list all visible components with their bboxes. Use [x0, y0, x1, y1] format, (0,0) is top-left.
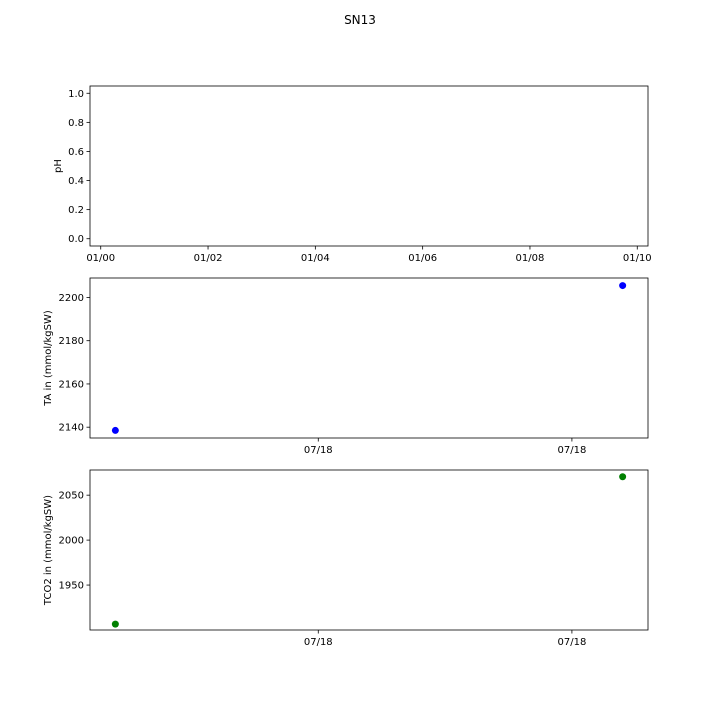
ph-panel: 01/00 01/02 01/04 01/06 01/08 01/10 0.0 0.2 0.4 0… — [53, 85, 652, 264]
ta-axes-frame — [89, 277, 649, 439]
tco2-x-tick-label: 07/18 — [557, 637, 586, 648]
tco2-y-tick-label: 1950 — [59, 581, 84, 592]
ta-y-axis-label: TA in (mmol/kgSW) — [43, 310, 54, 407]
tco2-y-axis-label: TCO2 in (mmol/kgSW) — [43, 495, 54, 606]
ta-data-point — [619, 282, 627, 290]
ta-data-point — [111, 426, 119, 434]
ta-y-tick-label: 2160 — [59, 379, 84, 390]
tco2-data-point — [111, 620, 119, 628]
ph-x-tick-label: 01/08 — [516, 253, 545, 264]
ta-y-tick-label: 2180 — [59, 336, 84, 347]
ph-x-tick-label: 01/04 — [301, 253, 330, 264]
ph-axes-frame — [89, 85, 649, 247]
tco2-y-tick-label: 2050 — [59, 491, 84, 502]
ta-panel: 07/18 07/18 2140 2160 2180 2200 TA in (mmol/kg… — [43, 277, 649, 456]
ph-x-tick-label: 01/06 — [408, 253, 437, 264]
ph-y-axis-label: pH — [53, 159, 64, 173]
ph-x-tick-label: 01/02 — [194, 253, 223, 264]
tco2-axes-frame — [89, 469, 649, 631]
ta-y-tick-label: 2140 — [59, 423, 84, 434]
subplots: 01/00 01/02 01/04 01/06 01/08 01/10 0.0 0.2 0.4 0… — [43, 85, 652, 648]
tco2-y-tick-label: 2000 — [59, 536, 84, 547]
ph-y-tick-label: 0.2 — [68, 205, 84, 216]
ph-y-tick-label: 0.6 — [68, 147, 84, 158]
ta-x-tick-label: 07/18 — [557, 445, 586, 456]
ph-x-tick-label: 01/10 — [623, 253, 652, 264]
ph-x-tick-label: 01/00 — [86, 253, 115, 264]
ta-x-tick-label: 07/18 — [304, 445, 333, 456]
ph-y-tick-label: 0.8 — [68, 118, 84, 129]
tco2-panel: 07/18 07/18 1950 2000 2050 TCO2 in (mmol/kgSW… — [43, 469, 649, 648]
figure-title: SN13 — [344, 13, 376, 27]
tco2-data-point — [619, 473, 627, 481]
ph-y-tick-label: 1.0 — [68, 89, 84, 100]
ph-y-tick-label: 0.0 — [68, 234, 84, 245]
ph-y-tick-label: 0.4 — [68, 176, 84, 187]
ta-y-tick-label: 2200 — [59, 293, 84, 304]
tco2-x-tick-label: 07/18 — [304, 637, 333, 648]
